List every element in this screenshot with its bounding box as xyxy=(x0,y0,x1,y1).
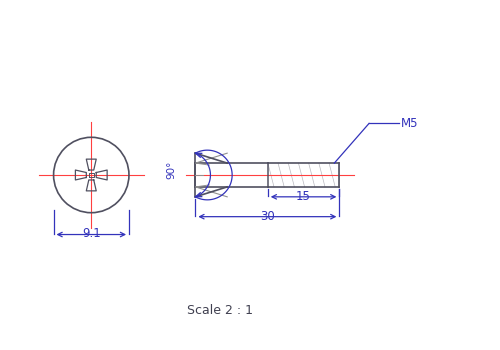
Text: 15: 15 xyxy=(296,190,311,203)
Text: M5: M5 xyxy=(401,117,418,130)
Text: 30: 30 xyxy=(260,210,274,223)
Text: Scale 2 : 1: Scale 2 : 1 xyxy=(187,304,253,317)
Text: 9.1: 9.1 xyxy=(82,228,100,240)
Text: 90°: 90° xyxy=(166,161,176,179)
